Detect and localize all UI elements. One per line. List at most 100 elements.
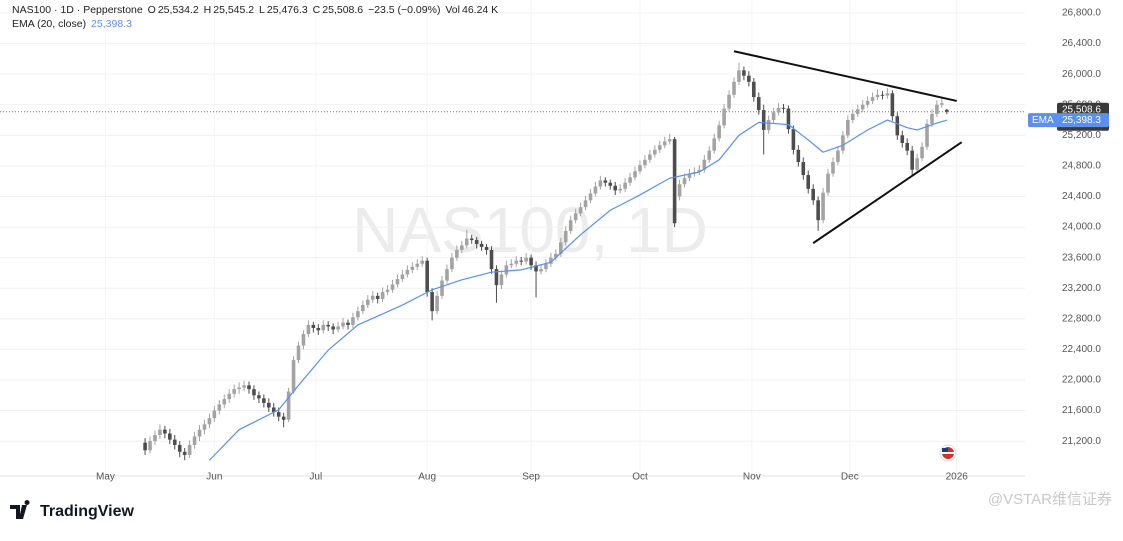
candle-body [390,284,395,290]
candle-body [529,257,533,266]
candle-body [643,159,647,166]
ema-value: 25,398.3 [91,18,132,30]
candle-body [752,81,756,98]
candle-body [756,97,761,111]
candle-body [252,389,256,396]
candle-body [212,410,217,419]
candle-body [375,295,380,299]
candle-body [554,253,558,258]
candle-body [761,110,766,130]
candle-body [816,200,820,221]
candle-body [855,109,860,114]
candle-body [519,260,524,262]
candle-body [306,324,311,335]
candle-body [915,158,919,170]
candle-body [766,120,771,130]
candle-body [568,220,573,231]
y-tick-label: 21,200.0 [1062,436,1101,447]
brand-logo [10,500,30,519]
candle-body [702,159,707,170]
candle-body [331,326,335,330]
candle-body [207,418,212,425]
candle-body [935,104,939,114]
candle-body [509,263,514,266]
candle-body [455,249,459,258]
candle-body [143,442,147,451]
candle-body [158,429,162,436]
candle-body [177,444,182,452]
candle-body [598,180,603,187]
candle-body [479,243,484,247]
candle-body [281,416,286,420]
flag-icon [939,444,957,462]
candle-body [222,399,227,405]
watermark: NAS100, 1D [352,194,708,266]
candle-body [464,238,469,246]
candle-body [742,70,746,76]
candle-body [682,178,687,185]
candle-body [940,103,944,105]
candle-body [286,391,291,420]
y-tick-label: 24,000.0 [1062,222,1101,233]
candle-body [172,439,177,445]
candle-body [405,269,410,275]
candle-body [771,112,776,121]
y-tick-label: 23,600.0 [1062,252,1101,263]
symbol: NAS100 · 1D · Pepperstone [12,4,143,16]
candle-body [351,317,355,325]
candle-body [826,173,830,193]
candle-body [445,269,449,281]
candle-body [296,345,301,361]
y-tick-label: 26,800.0 [1062,8,1101,19]
candle-body [563,230,568,243]
y-tick-label: 22,800.0 [1062,313,1101,324]
candle-body [905,142,910,151]
candle-body [469,238,474,241]
candle-body [168,433,172,440]
candle-body [539,269,543,272]
candle-body [247,385,251,390]
x-tick-label: Jun [206,472,222,483]
candle-body [677,184,682,197]
candle-body [316,327,321,331]
candle-body [662,141,667,146]
y-tick-label: 24,800.0 [1062,161,1101,172]
candle-body [242,385,246,388]
y-tick-label: 24,400.0 [1062,191,1101,202]
ema-tag-label: 25,398.3 [1062,115,1101,126]
candle-body [712,138,717,151]
candle-body [544,263,548,270]
candle-body [910,150,914,170]
candle-body [806,175,811,189]
vol-label: Vol [445,4,460,16]
x-tick-label: Nov [743,472,761,483]
candle-body [356,311,360,318]
candle-body [276,412,281,417]
ema-tag-name: EMA [1032,115,1054,126]
candle-body [271,407,276,413]
x-tick-label: Jul [309,472,322,483]
y-tick-label: 26,400.0 [1062,38,1101,49]
candle-body [747,75,751,82]
candle-body [578,207,583,214]
brand: TradingView [40,503,135,520]
candle-body [549,257,553,264]
candle-body [573,213,578,221]
y-tick-label: 26,000.0 [1062,69,1101,80]
candle-body [930,113,934,124]
candle-body [846,120,850,136]
ohlc-label: C [312,4,321,16]
candle-body [657,145,662,150]
candle-body [460,245,464,250]
x-tick-label: Aug [418,472,436,483]
candle-body [880,94,885,96]
candle-body [618,188,622,191]
trendline [812,141,963,244]
candle-body [499,274,504,286]
ohlc-value: 25,508.6 [322,4,364,16]
trendline [733,50,957,102]
candle-body [365,299,370,306]
ema-line [208,119,947,461]
